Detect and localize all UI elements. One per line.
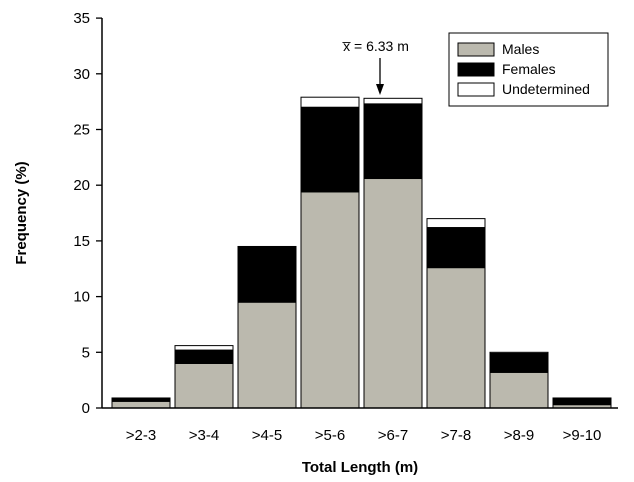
y-tick-label: 10 [73, 289, 90, 306]
bar-segment-males [237, 301, 297, 409]
legend-swatch-undetermined [457, 82, 495, 97]
bar-segment-females [300, 106, 360, 193]
y-tick-label: 30 [73, 66, 90, 83]
legend-items: Males Females Undetermined [457, 41, 590, 97]
legend-label-undetermined: Undetermined [502, 81, 590, 97]
x-tick-labels-group: >2-3 >3-4 >4-5 >5-6 >6-7 >7-8 >8-9 >9-10 [126, 427, 602, 444]
legend-label-males: Males [502, 41, 539, 57]
y-tick-label: 25 [73, 122, 90, 139]
y-tick-label: 5 [82, 344, 90, 361]
mean-annotation: x̅ = 6.33 m [342, 38, 409, 95]
x-axis-title: Total Length (m) [302, 459, 418, 476]
x-tick-label: >7-8 [441, 427, 471, 444]
bars-group [111, 96, 612, 409]
x-tick-label: >5-6 [315, 427, 345, 444]
bar-segment-undetermined [363, 97, 423, 105]
x-tick-label: >4-5 [252, 427, 282, 444]
bar-segment-undetermined [489, 351, 549, 354]
bar-segment-females [363, 103, 423, 180]
bar-segment-undetermined [300, 96, 360, 108]
bar-segment-undetermined [174, 345, 234, 351]
x-tick-label: >9-10 [563, 427, 602, 444]
bar-segment-females [426, 227, 486, 269]
legend-label-females: Females [502, 61, 556, 77]
y-tick-label: 15 [73, 233, 90, 250]
x-tick-label: >2-3 [126, 427, 156, 444]
mean-arrow-head [376, 84, 384, 95]
bar-segment-males [426, 267, 486, 409]
x-tick-label: >3-4 [189, 427, 219, 444]
y-axis-title: Frequency (%) [13, 161, 30, 264]
bar-segment-males [111, 400, 171, 409]
bar-segment-males [363, 178, 423, 409]
legend: Males Females Undetermined [448, 32, 609, 107]
bar-segment-females [552, 397, 612, 406]
y-tick-label: 0 [82, 400, 90, 417]
bar-segment-males [489, 371, 549, 409]
bar-segment-females [174, 349, 234, 364]
y-ticks-group: 0 5 10 15 20 25 30 35 [73, 10, 102, 417]
bar-segment-undetermined [426, 218, 486, 229]
bar-segment-females [237, 245, 297, 303]
x-tick-label: >8-9 [504, 427, 534, 444]
bar-segment-males [174, 362, 234, 409]
bar-segment-females [111, 397, 171, 402]
legend-swatch-males [457, 42, 495, 57]
legend-swatch-females [457, 62, 495, 77]
bar-segment-males [300, 191, 360, 409]
bar-segment-females [489, 352, 549, 373]
y-tick-label: 20 [73, 177, 90, 194]
y-tick-label: 35 [73, 10, 90, 27]
mean-label: x̅ = 6.33 m [342, 38, 409, 54]
x-tick-label: >6-7 [378, 427, 408, 444]
